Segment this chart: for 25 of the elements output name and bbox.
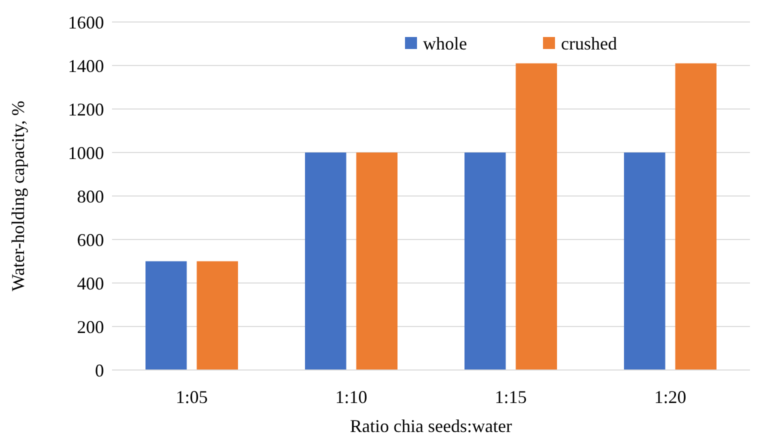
y-tick-label: 600 <box>77 230 104 250</box>
bar <box>675 63 717 370</box>
bar <box>624 152 666 370</box>
legend-label: crushed <box>561 33 617 54</box>
y-tick-label: 200 <box>77 316 104 337</box>
x-tick-label: 1:20 <box>654 387 686 407</box>
y-tick-label: 1200 <box>68 99 104 120</box>
y-tick-label: 800 <box>77 186 104 206</box>
bar <box>196 261 238 370</box>
bar <box>516 63 558 370</box>
bar <box>356 152 398 370</box>
y-tick-label: 1400 <box>68 56 104 76</box>
x-tick-label: 1:10 <box>335 387 368 407</box>
bar <box>304 152 346 370</box>
bar <box>145 261 187 370</box>
y-tick-label: 1600 <box>68 12 104 32</box>
x-axis-title: Ratio chia seeds:water <box>350 416 512 436</box>
y-tick-label: 1000 <box>68 142 104 163</box>
y-tick-label: 0 <box>95 360 104 380</box>
bar <box>464 152 506 370</box>
legend-label: whole <box>423 33 467 54</box>
y-axis-title: Water-holding capacity, % <box>8 100 28 292</box>
x-tick-label: 1:05 <box>176 387 208 407</box>
y-tick-label: 400 <box>77 273 104 294</box>
x-tick-label: 1:15 <box>494 387 527 407</box>
